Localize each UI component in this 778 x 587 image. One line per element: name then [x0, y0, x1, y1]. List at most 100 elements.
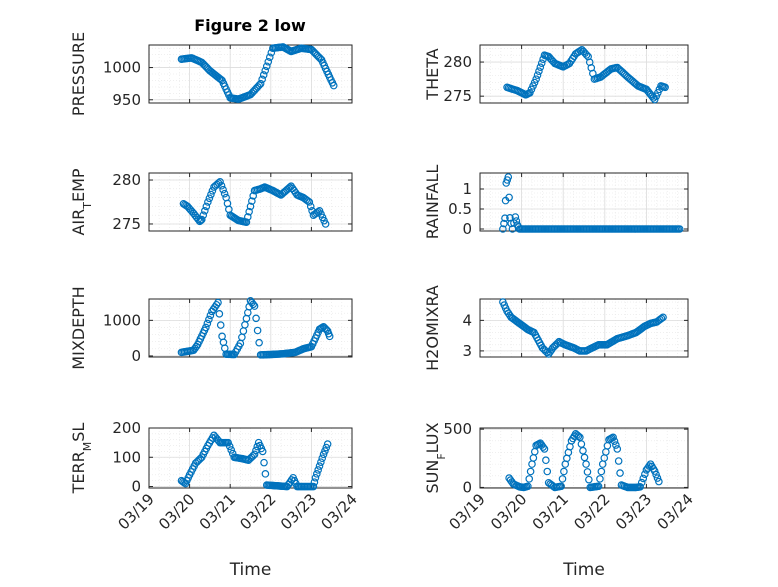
- data-point: [321, 220, 330, 228]
- x-tick-label: 03/20: [155, 490, 198, 533]
- x-tick-label: 03/21: [196, 490, 239, 533]
- x-tick-label: 03/23: [277, 490, 320, 533]
- data-point: [249, 300, 258, 309]
- data-point: [260, 458, 268, 467]
- data-point: [602, 448, 610, 456]
- data-point: [636, 483, 644, 491]
- data-point: [243, 213, 252, 221]
- data-point: [612, 441, 620, 449]
- data-point: [579, 446, 587, 455]
- data-point: [613, 445, 622, 453]
- data-point: [525, 475, 534, 483]
- y-tick-label: 100: [112, 448, 141, 466]
- x-tick-label: 03/20: [487, 490, 530, 533]
- data-point: [322, 325, 331, 334]
- figure-title: Figure 2 low: [194, 16, 306, 35]
- data-point: [614, 457, 623, 465]
- data-point: [582, 460, 590, 468]
- data-point: [311, 473, 320, 482]
- data-point: [250, 302, 259, 310]
- data-point: [524, 482, 532, 491]
- data-point: [574, 432, 583, 440]
- subplot-pressure: 950 1000 PRESSURE: [69, 32, 353, 116]
- data-point: [252, 314, 260, 323]
- data-point: [329, 81, 338, 90]
- data-point: [206, 311, 215, 320]
- data-point: [537, 59, 546, 67]
- data-point: [315, 462, 324, 470]
- data-point: [536, 63, 545, 71]
- axes-box: [148, 298, 353, 358]
- y-axis-label: MIXDEPTH: [69, 286, 88, 369]
- axes-box: [148, 172, 353, 232]
- data-point: [314, 466, 322, 474]
- data-point: [323, 440, 332, 448]
- data-point: [639, 474, 648, 483]
- data-point: [249, 192, 258, 200]
- data-point: [505, 193, 513, 202]
- y-tick-label: 1000: [103, 59, 141, 77]
- data-point: [265, 53, 274, 62]
- y-tick-label: 0: [462, 478, 472, 496]
- data-point: [258, 447, 267, 456]
- data-point: [557, 482, 565, 491]
- data-point: [652, 470, 660, 479]
- y-tick-label: 950: [112, 91, 141, 109]
- data-point: [650, 467, 659, 475]
- data-point: [255, 338, 263, 347]
- data-point: [225, 442, 234, 451]
- subplot-mixdepth: 0 1000 MIXDEPTH: [69, 286, 353, 370]
- data-point: [616, 469, 624, 477]
- data-point: [238, 333, 246, 342]
- data-point: [241, 320, 249, 329]
- y-axis-label: THETA: [423, 48, 442, 100]
- axes-box: [479, 44, 689, 104]
- data-point: [583, 468, 592, 476]
- y-axis-label: PRESSURE: [69, 32, 88, 116]
- data-point: [216, 177, 224, 186]
- data-point: [535, 67, 543, 75]
- data-point: [201, 206, 209, 215]
- data-point: [637, 478, 646, 487]
- x-tick-label: 03/19: [446, 490, 489, 533]
- data-point: [258, 75, 266, 84]
- data-point: [500, 219, 508, 228]
- data-point: [675, 225, 684, 233]
- data-point: [227, 446, 236, 454]
- data-point: [529, 454, 538, 462]
- y-axis-label: H2OMIXRA: [423, 285, 442, 371]
- data-point: [204, 198, 212, 206]
- y-tick-label: 3: [462, 342, 472, 360]
- x-tick-label: 03/21: [529, 490, 572, 533]
- data-point: [205, 194, 214, 203]
- data-point: [214, 298, 222, 307]
- data-point: [321, 447, 329, 455]
- x-tick-label: 03/24: [318, 490, 361, 533]
- x-tick-label: 03/19: [115, 490, 158, 533]
- data-point: [219, 185, 227, 194]
- subplot-h2omixra: 3 4 H2OMIXRA: [423, 285, 689, 371]
- data-point: [199, 211, 208, 219]
- data-point: [256, 79, 265, 88]
- data-point: [246, 202, 255, 211]
- data-point: [558, 475, 567, 483]
- y-axis-label: AIRTEMP: [69, 168, 94, 235]
- axes-box: [148, 427, 353, 489]
- data-point: [526, 467, 535, 476]
- y-tick-label: 280: [443, 53, 472, 71]
- data-point: [195, 217, 204, 226]
- data-point: [655, 477, 663, 486]
- y-tick-label: 200: [112, 419, 141, 437]
- data-point: [220, 189, 229, 198]
- data-point: [543, 467, 552, 476]
- axes-box: [148, 44, 353, 104]
- data-point: [309, 482, 318, 491]
- x-tick-label: 03/24: [654, 490, 697, 533]
- y-tick-label: 0.5: [448, 200, 472, 218]
- data-point: [317, 458, 325, 466]
- y-tick-label: 0: [462, 220, 472, 238]
- x-axis-label: Time: [229, 560, 272, 580]
- y-tick-label: 275: [443, 87, 472, 105]
- data-point: [202, 323, 210, 332]
